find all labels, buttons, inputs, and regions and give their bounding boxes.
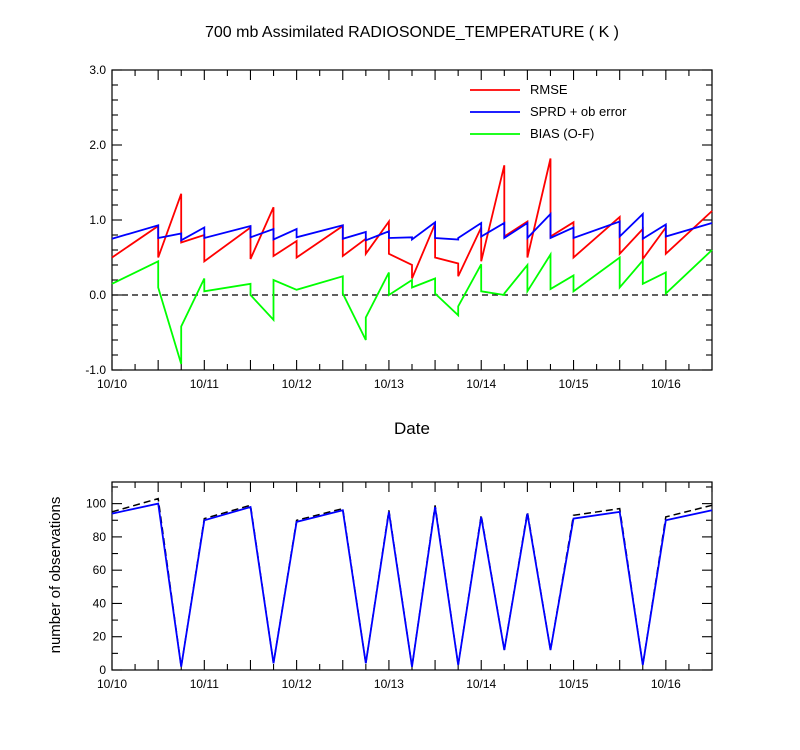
y-tick-label: 20 — [93, 630, 107, 644]
y-tick-label: 2.0 — [89, 138, 106, 152]
x-tick-label: 10/10 — [97, 377, 127, 391]
y-tick-label: 1.0 — [89, 213, 106, 227]
x-tick-label: 10/16 — [651, 677, 681, 691]
x-tick-label: 10/14 — [466, 677, 496, 691]
y-tick-label: 40 — [93, 596, 107, 610]
x-tick-label: 10/13 — [374, 377, 404, 391]
x-axis-label: Date — [394, 419, 430, 438]
y-tick-label: 60 — [93, 563, 107, 577]
series-line-2 — [111, 249, 713, 365]
x-tick-label: 10/12 — [282, 377, 312, 391]
plot-frame — [111, 481, 713, 671]
legend-label-0: RMSE — [530, 82, 568, 97]
y-axis-label-observations: number of observations — [47, 497, 64, 654]
series-line-0 — [111, 158, 713, 279]
x-tick-label: 10/11 — [190, 677, 219, 691]
y-tick-label: 0.0 — [89, 288, 106, 302]
chart-title: 700 mb Assimilated RADIOSONDE_TEMPERATUR… — [205, 24, 619, 41]
series-line-0 — [111, 497, 713, 667]
y-tick-label: 80 — [93, 530, 107, 544]
bottom-chart: 10/10 10/11 10/12 10/13 10/14 10/15 10/16 0 20 40… — [86, 481, 713, 691]
top-chart: 10/10 10/11 10/12 10/13 10/14 10/15 10/16 -1.0 0… — [85, 63, 713, 391]
legend-label-1: SPRD + ob error — [530, 104, 627, 119]
x-tick-label: 10/13 — [374, 677, 404, 691]
x-tick-label: 10/14 — [466, 377, 496, 391]
series-line-1 — [111, 502, 713, 667]
x-tick-label: 10/15 — [559, 677, 589, 691]
y-tick-label: -1.0 — [85, 363, 106, 377]
x-tick-label: 10/12 — [282, 677, 312, 691]
x-tick-label: 10/11 — [190, 377, 219, 391]
y-tick-label: 3.0 — [89, 63, 106, 77]
x-tick-label: 10/10 — [97, 677, 127, 691]
y-tick-label: 0 — [99, 663, 106, 677]
series-line-1 — [111, 211, 713, 242]
y-tick-label: 100 — [86, 497, 106, 511]
x-tick-label: 10/16 — [651, 377, 681, 391]
legend-label-2: BIAS (O-F) — [530, 126, 594, 141]
x-tick-label: 10/15 — [559, 377, 589, 391]
